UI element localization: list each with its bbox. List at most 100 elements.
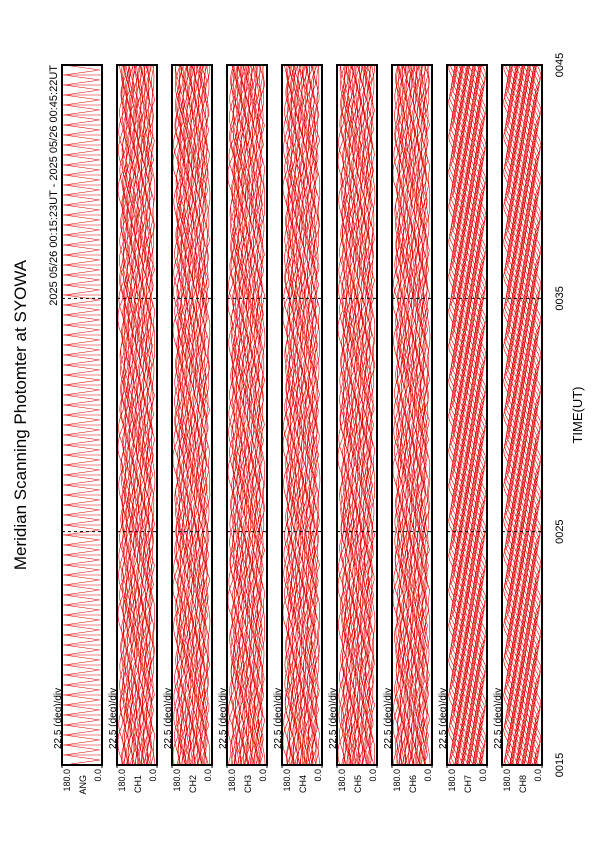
trace [195,64,202,766]
trace [457,64,465,766]
trace [291,64,299,766]
x-tick-label: 0025 [554,519,566,543]
trace [190,64,197,766]
trace [529,64,537,766]
trace [252,64,260,766]
trace [450,64,457,766]
trace [504,64,511,766]
trace [191,64,198,766]
trace [142,64,149,766]
panel-name: CH7 [463,775,473,793]
trace [185,64,193,766]
trace [392,65,399,766]
trace [415,64,422,766]
panel-scale: 22.5 (deg)/div [218,688,229,749]
trace [300,64,308,766]
trace [296,64,304,766]
trace [346,64,354,766]
trace [505,64,512,766]
trace [532,64,540,766]
x-tick-label: 0035 [554,286,566,310]
trace [241,64,249,766]
trace [125,64,133,766]
trace [519,64,527,766]
trace [174,64,181,766]
trace [365,64,373,766]
trace [227,64,234,766]
panel-name: ANG [78,775,88,795]
trace [117,64,124,766]
trace [533,64,541,766]
panel-scale: 22.5 (deg)/div [438,688,449,749]
x-tick-label: 0015 [554,753,566,777]
panel-name: CH1 [133,775,143,793]
trace [347,64,355,766]
panel-name: CH3 [243,775,253,793]
trace [348,64,356,766]
trace [510,64,518,766]
trace [340,64,347,766]
trace [475,64,483,766]
trace [200,64,208,766]
y-tick-label: 180.0 [282,769,292,792]
trace [517,64,525,766]
trace [249,64,256,766]
trace [303,64,310,766]
trace-group [117,64,156,766]
trace [282,64,289,766]
y-tick-label: 180.0 [117,769,127,792]
trace [254,64,262,766]
chart-subtitle: 2025 05/26 00:15:23UT - 2025 05/26 00:45… [48,65,60,306]
trace [409,64,417,766]
y-tick-label: 0.0 [203,769,213,782]
trace [245,64,253,766]
trace-group [227,64,266,766]
trace [142,64,150,766]
trace [354,64,362,766]
trace [393,64,400,766]
y-tick-label: 0.0 [368,769,378,782]
panel-scale: 22.5 (deg)/div [273,688,284,749]
trace [368,64,376,766]
x-axis-label: TIME(UT) [570,386,585,443]
trace [240,64,248,766]
trace [135,64,143,766]
trace [506,64,513,766]
panel-scale: 22.5 (deg)/div [328,688,339,749]
trace [307,64,315,766]
trace [250,64,257,766]
y-tick-label: 0.0 [258,769,268,782]
trace-group [172,64,211,766]
trace [512,64,520,766]
panel-scale: 22.5 (deg)/div [383,688,394,749]
trace [228,64,235,766]
trace [307,64,314,766]
chart-title: Meridian Scanning Photomter at SYOWA [11,259,30,570]
trace [188,64,196,766]
trace [136,64,143,766]
trace [455,64,463,766]
trace [131,64,139,766]
panel-name: CH5 [353,775,363,793]
panel-scale: 22.5 (deg)/div [108,688,119,749]
y-tick-label: 0.0 [313,769,323,782]
trace [138,64,145,766]
trace [130,64,138,766]
y-tick-label: 180.0 [502,769,512,792]
trace [338,64,345,766]
trace [464,64,472,766]
trace [462,64,470,766]
trace [474,64,482,766]
y-tick-label: 180.0 [392,769,402,792]
trace-group [448,64,487,766]
trace [534,64,542,766]
trace [353,64,361,766]
trace [349,64,357,766]
trace [181,64,189,766]
trace [342,64,350,766]
trace [367,64,375,766]
trace [345,64,353,766]
y-tick-label: 0.0 [533,769,543,782]
trace [177,64,184,766]
trace [184,64,192,766]
